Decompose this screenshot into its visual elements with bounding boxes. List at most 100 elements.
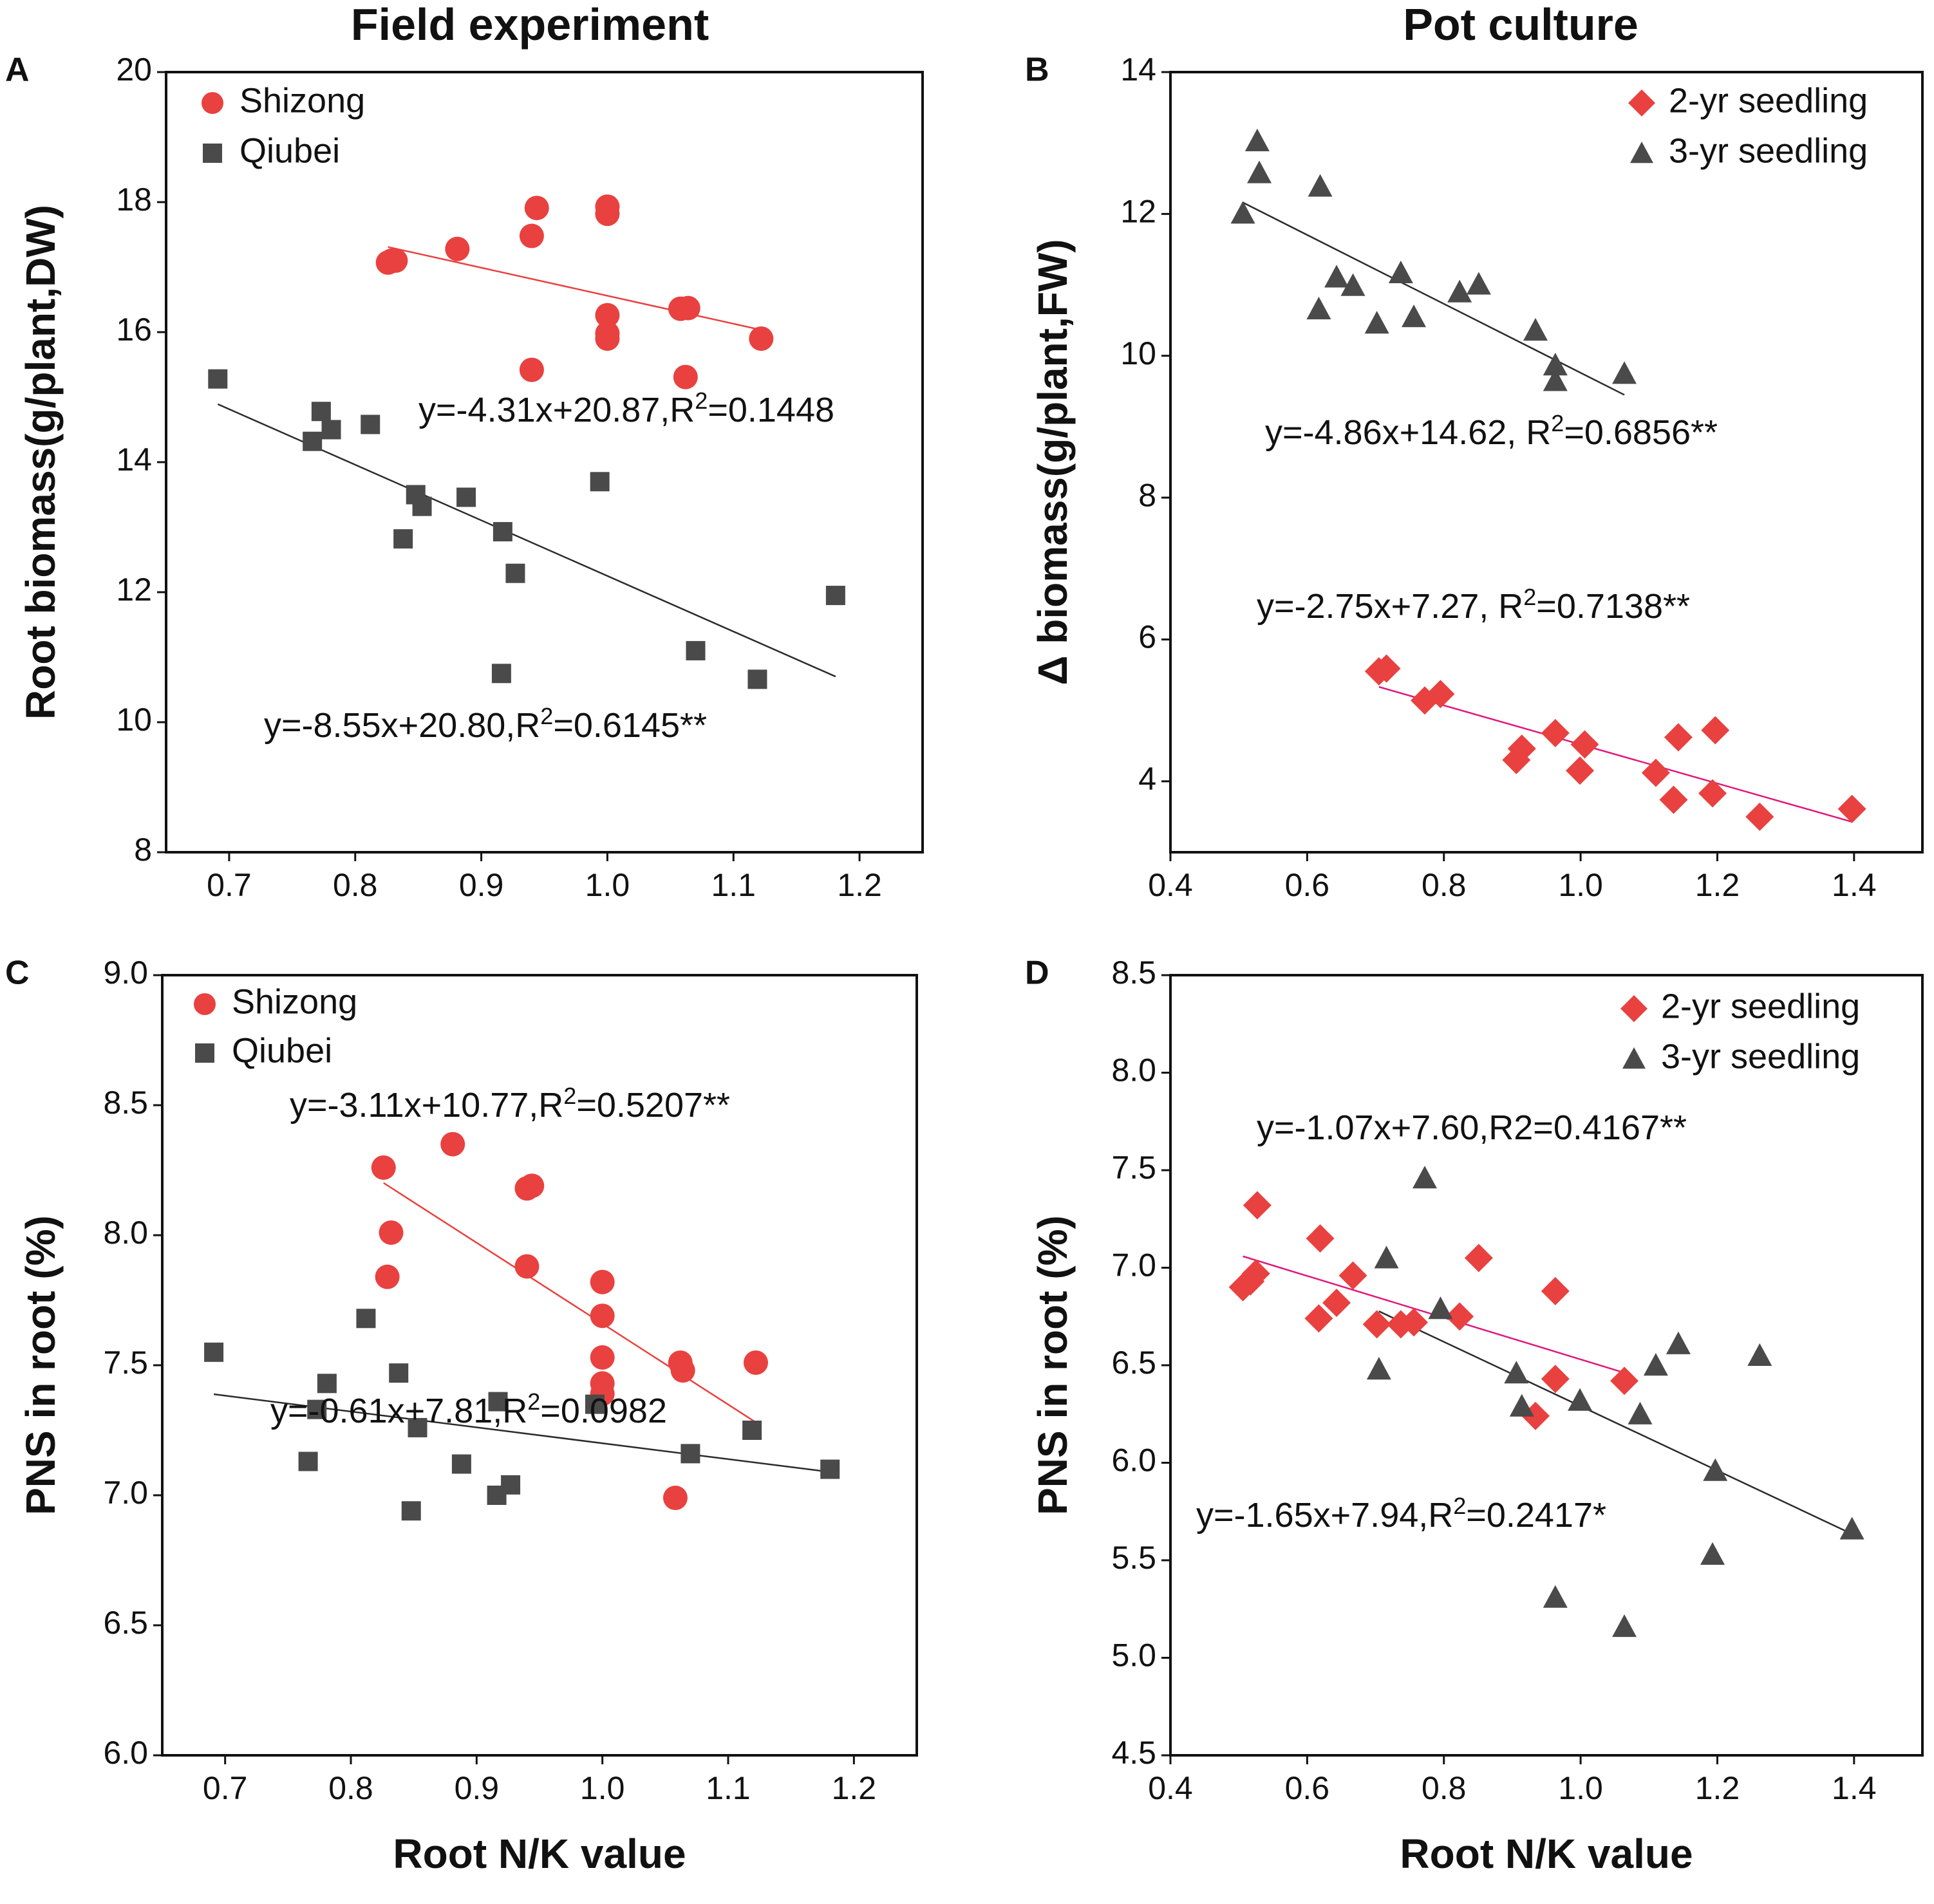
y-tick-label: 7.5 (1111, 1150, 1156, 1186)
y-tick-label: 5.0 (1111, 1638, 1156, 1674)
data-point (519, 357, 544, 382)
data-point (361, 415, 380, 434)
fit-line-3-yr-seedling (1378, 1311, 1853, 1535)
data-point (1839, 1517, 1864, 1540)
y-tick-label: 8.0 (1111, 1052, 1156, 1088)
data-point (1703, 1458, 1728, 1481)
regression-equation: y=-1.65x+7.94,R2=0.2417* (1196, 1493, 1606, 1535)
data-point (501, 1475, 521, 1495)
x-tick-label: 0.4 (1148, 867, 1193, 903)
data-point (1466, 272, 1491, 295)
y-tick-label: 6.5 (103, 1605, 148, 1641)
data-point (670, 1358, 695, 1383)
x-tick-label: 1.2 (832, 1770, 877, 1806)
data-point (1230, 201, 1255, 224)
legend-marker (202, 92, 223, 114)
legend-label: 3-yr seedling (1669, 131, 1868, 170)
data-point (451, 1454, 471, 1474)
data-point (519, 223, 544, 248)
data-point (1338, 1261, 1367, 1290)
data-point (1666, 1331, 1691, 1354)
y-tick-label: 4.5 (1111, 1735, 1156, 1771)
data-point (1426, 680, 1455, 709)
data-point (208, 369, 228, 389)
legend-marker (1622, 1047, 1646, 1069)
series-3-yr-seedling (1230, 128, 1637, 391)
data-point (1610, 1367, 1639, 1395)
x-tick-label: 1.4 (1832, 1770, 1877, 1806)
y-tick-label: 6.0 (1111, 1442, 1156, 1479)
data-point (1445, 1302, 1474, 1331)
y-axis-label: Δ biomass(g/plant,FW) (1029, 239, 1076, 685)
panel-c: C 0.7 0.8 0.9 1.0 1.1 1.2 6.0 6.5 7.0 7.5 8.0 8.5 9.0… (5, 955, 918, 1877)
legend-label: 3-yr seedling (1661, 1037, 1860, 1076)
legend-marker (1628, 89, 1655, 117)
series-qiubei (204, 1309, 840, 1521)
y-tick-label: 6.0 (103, 1735, 148, 1771)
data-point (1243, 1191, 1272, 1220)
data-point (1541, 718, 1570, 747)
series-shizong (375, 194, 774, 389)
data-point (1412, 1166, 1437, 1189)
data-point (440, 1132, 465, 1157)
data-point (1747, 1343, 1772, 1366)
regression-equation: y=-3.11x+10.77,R2=0.5207** (290, 1083, 730, 1125)
data-point (204, 1342, 224, 1362)
data-point (595, 303, 620, 328)
data-point (1837, 794, 1866, 823)
x-tick-label: 0.8 (1422, 1770, 1467, 1806)
data-point (590, 472, 610, 492)
plot-frame (1169, 71, 1924, 854)
data-point (1507, 734, 1536, 763)
data-point (1388, 260, 1413, 283)
y-tick-label: 16 (116, 312, 152, 348)
data-point (1701, 716, 1730, 745)
column-title-pot-culture: Pot culture (1403, 0, 1638, 50)
series-2-yr-seedling (1228, 1191, 1639, 1430)
legend-label: Shizong (239, 81, 365, 120)
data-point (1664, 723, 1693, 752)
y-tick-label: 8.0 (103, 1215, 148, 1251)
data-point (675, 295, 700, 321)
data-point (1372, 654, 1401, 683)
data-point (681, 1444, 700, 1464)
data-point (1523, 318, 1548, 341)
regression-equation: y=-4.31x+20.87,R2=0.1448 (418, 387, 834, 429)
x-tick-label: 0.8 (333, 867, 378, 903)
data-point (1374, 1246, 1399, 1269)
series-2-yr-seedling (1364, 654, 1866, 831)
x-tick-label: 1.1 (706, 1770, 751, 1806)
data-point (1241, 1259, 1270, 1288)
data-point (1402, 304, 1427, 328)
data-point (742, 1421, 762, 1440)
data-point (686, 640, 706, 660)
y-tick-label: 8.5 (103, 1085, 148, 1121)
data-point (1543, 368, 1568, 391)
x-tick-label: 0.4 (1148, 1770, 1193, 1806)
panel-d: D 0.4 0.6 0.8 1.0 1.2 1.4 4.5 5.0 5.5 6.0 6.5 7.0 7.5… (1025, 955, 1924, 1877)
data-point (303, 431, 323, 451)
data-point (1643, 1353, 1668, 1376)
data-point (1543, 1585, 1568, 1608)
data-point (1745, 802, 1774, 831)
data-point (520, 1173, 545, 1199)
data-point (1386, 1310, 1415, 1339)
fit-line-shizong (383, 1182, 756, 1423)
data-point (1244, 128, 1270, 152)
data-point (747, 669, 767, 689)
x-tick-label: 1.1 (711, 867, 756, 903)
x-tick-label: 0.7 (203, 1770, 248, 1806)
data-point (393, 529, 413, 549)
legend-marker (1620, 995, 1648, 1022)
y-tick-label: 20 (116, 51, 152, 88)
data-point (524, 196, 549, 221)
x-tick-label: 1.0 (1558, 1770, 1603, 1806)
data-point (595, 326, 620, 351)
data-point (1306, 1224, 1335, 1253)
data-point (590, 1345, 615, 1370)
y-tick-label: 14 (116, 442, 152, 478)
y-tick-label: 6.5 (1111, 1345, 1156, 1381)
data-point (1628, 1401, 1653, 1424)
data-point (298, 1451, 318, 1471)
data-point (1541, 1365, 1570, 1394)
